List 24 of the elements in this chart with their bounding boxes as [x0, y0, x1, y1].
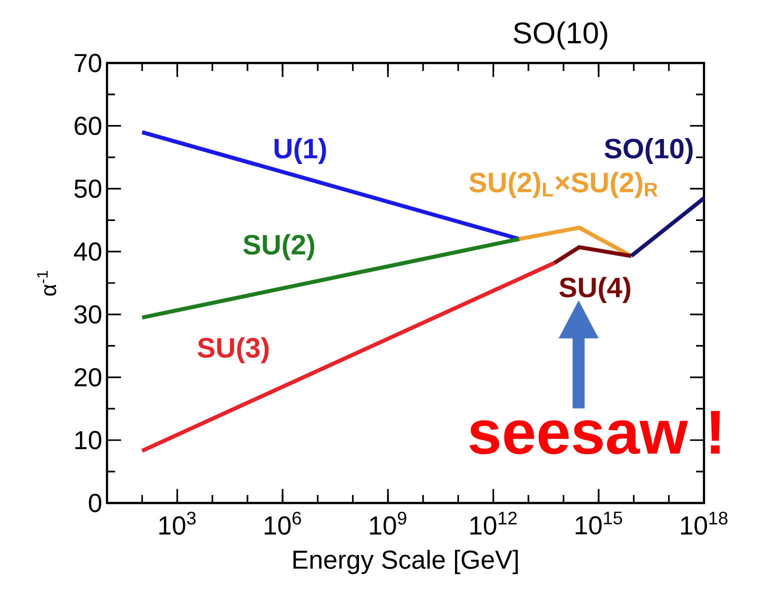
- y-tick-label: 10: [75, 430, 102, 450]
- y-tick-label: 50: [74, 180, 102, 198]
- x-tick-label: 10$^{12}$: [470, 512, 517, 535]
- series-label: SO(10): [604, 138, 693, 164]
- y-tick-label: 20: [74, 368, 102, 386]
- chart-title: SO(10): [514, 22, 608, 50]
- x-tick-label: 10$^{3}$: [159, 512, 196, 535]
- series-label: SU(3): [198, 337, 269, 364]
- x-tick-label: 10$^{18}$: [681, 512, 728, 535]
- annotation: seesaw !: [469, 410, 720, 454]
- series-label: SU(2): [243, 234, 314, 260]
- y-tick-label: 60: [74, 116, 102, 136]
- y-tick-label: 30: [74, 305, 102, 324]
- series-label: SU(4): [559, 276, 630, 303]
- y-tick-label: 40: [74, 242, 102, 261]
- x-tick-label: 10$^{9}$: [370, 512, 406, 535]
- x-tick-label: 10$^{6}$: [264, 512, 301, 535]
- x-axis-title: Energy Scale [GeV]: [293, 550, 518, 574]
- series-label: SU(2)$_{L}$×SU(2)$_{R}$: [469, 172, 658, 198]
- series-label: U(1): [274, 138, 326, 164]
- x-tick-label: 10$^{15}$: [576, 512, 622, 535]
- y-axis-title: α$^{-1}$: [37, 270, 56, 296]
- y-tick-label: 70: [74, 54, 102, 72]
- y-tick-label: 0: [88, 494, 102, 512]
